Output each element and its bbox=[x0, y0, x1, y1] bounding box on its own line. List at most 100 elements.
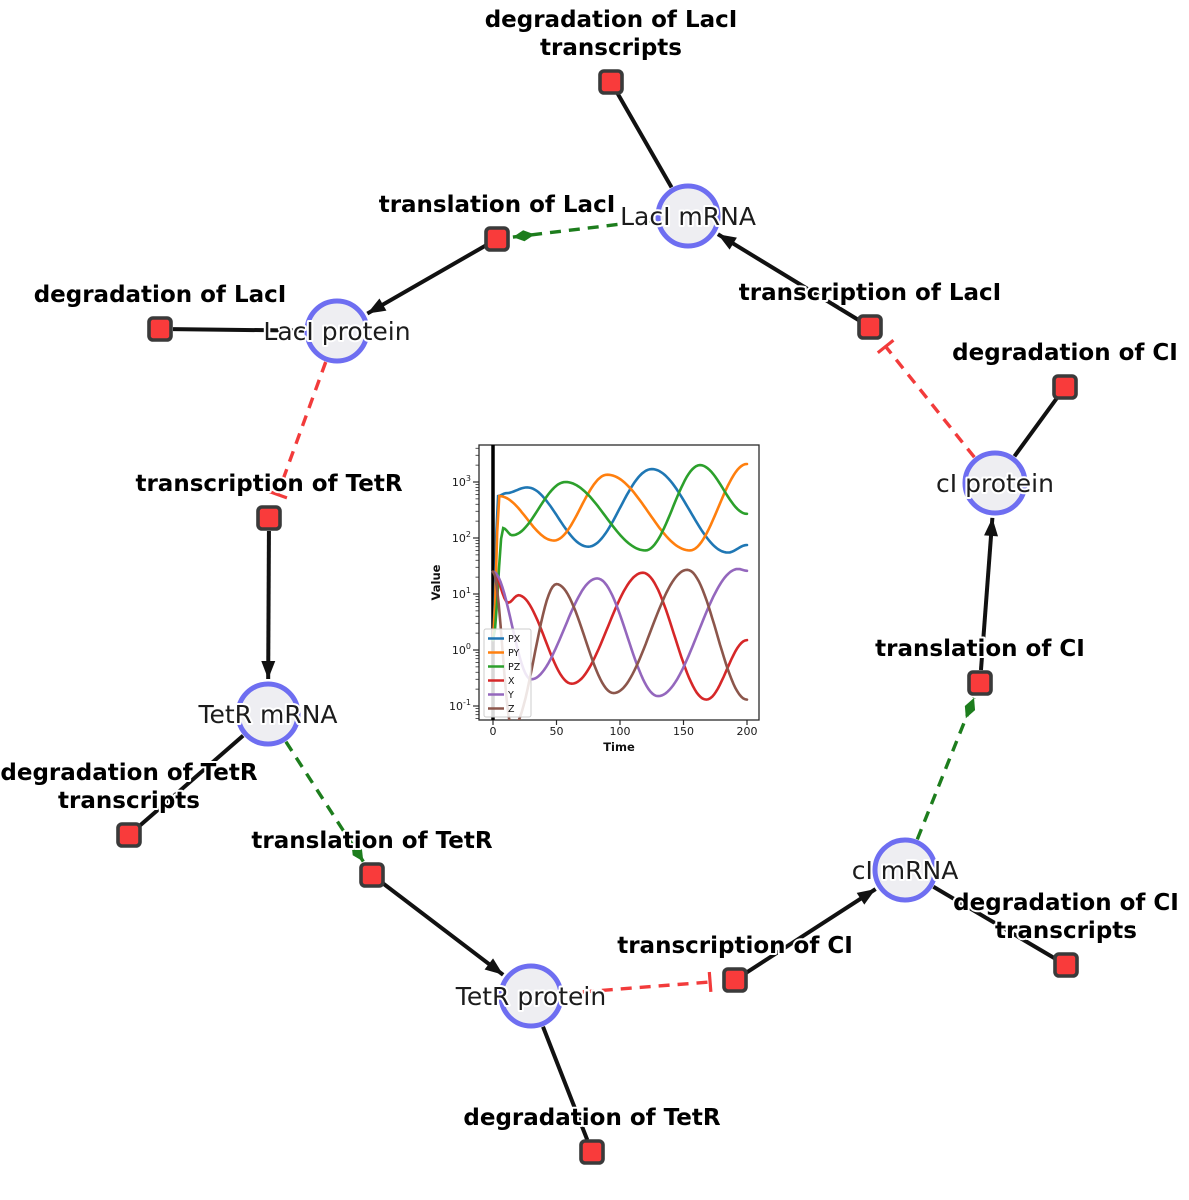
reaction-deg-tetr[interactable]: degradation of TetR bbox=[461, 1103, 723, 1165]
species-label-ci-mrna: cI mRNA bbox=[852, 856, 959, 885]
edge-reactant-ci-mrna-deg-ci-tx bbox=[932, 885, 1056, 961]
chart-legend: PX PY PZ XYZ bbox=[483, 628, 532, 718]
reaction-square-txn-tetr[interactable] bbox=[256, 505, 282, 531]
chart-axes-ticks: 0 50 100 150 200 10-1 100 101 102 103 bbox=[449, 447, 758, 738]
reaction-deg-laci[interactable]: degradation of LacI bbox=[32, 280, 288, 342]
reaction-square-deg-ci[interactable] bbox=[1052, 374, 1078, 400]
reaction-square-deg-ci-tx[interactable] bbox=[1053, 952, 1079, 978]
legend-label-px: PX bbox=[508, 634, 521, 645]
edge-reactant-ci-protein-deg-ci bbox=[1012, 396, 1059, 458]
chart-plot-area bbox=[478, 444, 760, 721]
reaction-label-deg-laci: degradation of LacI bbox=[34, 282, 287, 308]
species-circle-tetr-mrna[interactable] bbox=[235, 681, 301, 747]
reaction-txn-laci[interactable]: transcription of LacI bbox=[737, 278, 1003, 340]
reaction-square-deg-tetr-tx[interactable] bbox=[116, 822, 142, 848]
x-axis-label: Time bbox=[603, 740, 635, 754]
species-circle-laci-mrna[interactable] bbox=[655, 183, 721, 249]
reaction-label-deg-ci: degradation of CI bbox=[952, 340, 1178, 366]
edge-modifier-ci-mrna-transl-ci bbox=[915, 697, 976, 841]
reaction-square-txn-laci[interactable] bbox=[857, 314, 883, 340]
edge-product-transl-ci-ci-protein bbox=[978, 517, 999, 671]
edges bbox=[137, 92, 1059, 1141]
species-circle-ci-protein[interactable] bbox=[962, 450, 1028, 516]
reaction-label-txn-laci: transcription of LacI bbox=[739, 280, 1002, 306]
edge-modifier-tetr-mrna-transl-tetr bbox=[284, 740, 365, 863]
edge-reactant-tetr-protein-deg-tetr bbox=[541, 1026, 590, 1141]
edge-product-txn-laci-laci-mrna bbox=[716, 232, 860, 322]
reaction-txn-ci[interactable]: transcription of CI bbox=[615, 931, 855, 993]
x-tick-label: 150 bbox=[673, 725, 694, 738]
edge-inhibitor-tetr-protein-txn-ci bbox=[563, 971, 713, 996]
species-ci-protein[interactable]: cI protein bbox=[934, 450, 1056, 516]
legend-label-x: X bbox=[508, 676, 515, 687]
reaction-square-deg-laci-tx[interactable] bbox=[598, 69, 624, 95]
chart-line-y bbox=[491, 567, 749, 698]
edge-product-transl-laci-laci-protein bbox=[366, 243, 487, 316]
reaction-label-deg-tetr-tx: degradation of TetR transcripts bbox=[0, 760, 257, 814]
reaction-deg-tetr-tx[interactable]: degradation of TetR transcripts bbox=[0, 758, 260, 848]
reaction-nodes: degradation of LacI transcripts translatio… bbox=[0, 5, 1181, 1165]
species-tetr-mrna[interactable]: TetR mRNA bbox=[195, 681, 340, 747]
legend-label-py: PY bbox=[508, 648, 520, 659]
edge-inhibitor-laci-protein-txn-tetr bbox=[267, 361, 328, 500]
species-circle-tetr-protein[interactable] bbox=[498, 963, 564, 1029]
y-tick-label: 102 bbox=[452, 530, 471, 545]
species-label-ci-protein: cI protein bbox=[936, 469, 1054, 498]
x-tick-label: 100 bbox=[610, 725, 631, 738]
edge-product-txn-ci-ci-mrna bbox=[744, 887, 877, 975]
species-circle-laci-protein[interactable] bbox=[304, 298, 370, 364]
reaction-label-txn-tetr: transcription of TetR bbox=[135, 471, 402, 497]
reaction-deg-laci-tx[interactable]: degradation of LacI transcripts bbox=[483, 5, 739, 95]
reaction-transl-laci[interactable]: translation of LacI bbox=[377, 190, 617, 252]
chart-line-pz bbox=[491, 463, 749, 642]
reaction-label-deg-ci-tx: degradation of CI transcripts bbox=[953, 890, 1179, 944]
y-axis-label: Value bbox=[429, 564, 443, 600]
legend-label-y: Y bbox=[507, 690, 514, 701]
species-label-tetr-protein: TetR protein bbox=[455, 982, 606, 1011]
species-laci-mrna[interactable]: LacI mRNA bbox=[618, 183, 758, 249]
species-ci-mrna[interactable]: cI mRNA bbox=[850, 837, 960, 903]
species-circle-ci-mrna[interactable] bbox=[872, 837, 938, 903]
reaction-label-deg-laci-tx: degradation of LacI transcripts bbox=[485, 7, 738, 61]
edge-reactant-laci-mrna-deg-laci-tx bbox=[615, 92, 674, 189]
reaction-square-deg-tetr[interactable] bbox=[579, 1139, 605, 1165]
edge-modifier-laci-mrna-transl-laci bbox=[512, 218, 656, 242]
x-tick-label: 0 bbox=[490, 725, 497, 738]
chart-line-py bbox=[491, 462, 749, 642]
reaction-txn-tetr[interactable]: transcription of TetR bbox=[133, 469, 405, 531]
species-laci-protein[interactable]: LacI protein bbox=[261, 298, 413, 364]
edge-reactant-tetr-mrna-deg-tetr-tx bbox=[137, 734, 245, 828]
reaction-square-txn-ci[interactable] bbox=[722, 967, 748, 993]
x-tick-label: 50 bbox=[550, 725, 564, 738]
reaction-square-transl-tetr[interactable] bbox=[359, 862, 385, 888]
species-label-tetr-mrna: TetR mRNA bbox=[197, 700, 337, 729]
reaction-square-transl-laci[interactable] bbox=[484, 226, 510, 252]
y-tick-label: 103 bbox=[452, 474, 471, 489]
reaction-label-deg-tetr: degradation of TetR bbox=[463, 1105, 720, 1131]
chart-line-x bbox=[491, 570, 749, 701]
inset-chart: 0 50 100 150 200 10-1 100 101 102 103 Time Value PX P… bbox=[429, 444, 760, 754]
reaction-transl-ci[interactable]: translation of CI bbox=[873, 634, 1087, 696]
reaction-label-txn-ci: transcription of CI bbox=[617, 933, 853, 959]
species-label-laci-mrna: LacI mRNA bbox=[620, 202, 756, 231]
reaction-square-deg-laci[interactable] bbox=[147, 316, 173, 342]
y-tick-label: 100 bbox=[452, 642, 471, 657]
edge-product-transl-tetr-tetr-protein bbox=[381, 881, 505, 977]
y-tick-label: 10-1 bbox=[449, 698, 471, 713]
chart-line-z bbox=[491, 568, 749, 720]
species-tetr-protein[interactable]: TetR protein bbox=[453, 963, 608, 1029]
edge-inhibitor-ci-protein-txn-laci bbox=[876, 339, 976, 459]
reaction-transl-tetr[interactable]: translation of TetR bbox=[249, 826, 495, 888]
species-nodes: LacI mRNA LacI protein TetR mRNA TetR prote… bbox=[195, 183, 1056, 1029]
y-tick-label: 101 bbox=[452, 586, 471, 601]
reaction-label-transl-laci: translation of LacI bbox=[379, 192, 616, 218]
reaction-square-transl-ci[interactable] bbox=[967, 670, 993, 696]
reaction-deg-ci-tx[interactable]: degradation of CI transcripts bbox=[951, 888, 1181, 978]
x-tick-label: 200 bbox=[737, 725, 758, 738]
reaction-label-transl-ci: translation of CI bbox=[875, 636, 1085, 662]
legend-label-pz: PZ bbox=[508, 662, 521, 673]
edge-reactant-laci-protein-deg-laci bbox=[172, 327, 305, 333]
reaction-deg-ci[interactable]: degradation of CI bbox=[950, 338, 1180, 400]
